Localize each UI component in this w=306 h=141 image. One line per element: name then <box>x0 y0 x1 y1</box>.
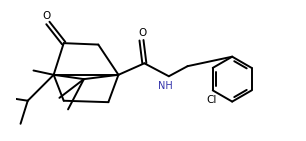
Text: Cl: Cl <box>206 95 216 105</box>
Text: O: O <box>138 28 146 38</box>
Text: NH: NH <box>158 81 173 92</box>
Text: O: O <box>42 11 50 21</box>
